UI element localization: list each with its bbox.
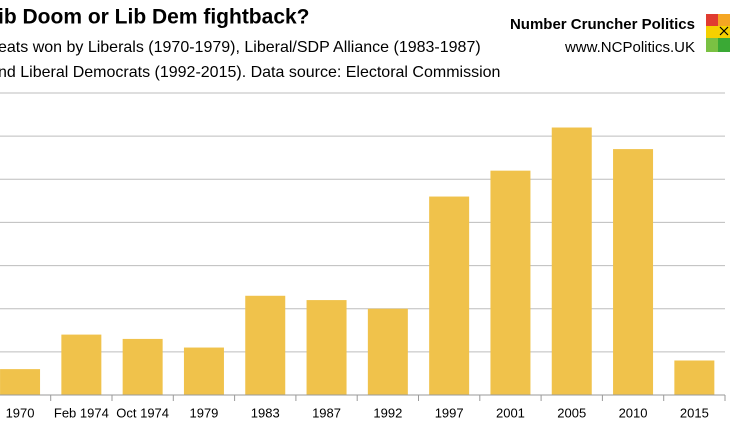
x-tick-label: 1987 (312, 405, 341, 420)
x-tick-label: 2001 (496, 405, 525, 420)
x-tick-label: 2015 (680, 405, 709, 420)
logo (706, 14, 730, 52)
bar (61, 334, 102, 395)
bar (429, 196, 470, 395)
bar (306, 300, 347, 395)
x-tick-label: Feb 1974 (54, 405, 109, 420)
x-tick-label: 1983 (251, 405, 280, 420)
bar (122, 338, 163, 395)
brand-name: Number Cruncher Politics (510, 16, 695, 33)
x-tick-label: 1992 (373, 405, 402, 420)
chart-subtitle: eats won by Liberals (1970-1979), Libera… (0, 39, 481, 56)
x-tick-label: Oct 1974 (116, 405, 169, 420)
x-tick-label: 1979 (189, 405, 218, 420)
x-tick-label: 1997 (435, 405, 464, 420)
bar (490, 170, 531, 395)
x-tick-label: 1970 (6, 405, 35, 420)
bar (674, 360, 715, 395)
bar (245, 295, 286, 395)
brand-url: www.NCPolitics.UK (564, 39, 695, 56)
chart-subtitle: nd Liberal Democrats (1992-2015). Data s… (0, 64, 500, 81)
bar (367, 308, 408, 395)
x-tick-label: 2005 (557, 405, 586, 420)
bar (183, 347, 224, 395)
bar (0, 369, 41, 395)
bar (551, 127, 592, 395)
bar (613, 149, 654, 395)
chart-title: ib Doom or Lib Dem fightback? (0, 6, 310, 29)
x-tick-label: 2010 (619, 405, 648, 420)
